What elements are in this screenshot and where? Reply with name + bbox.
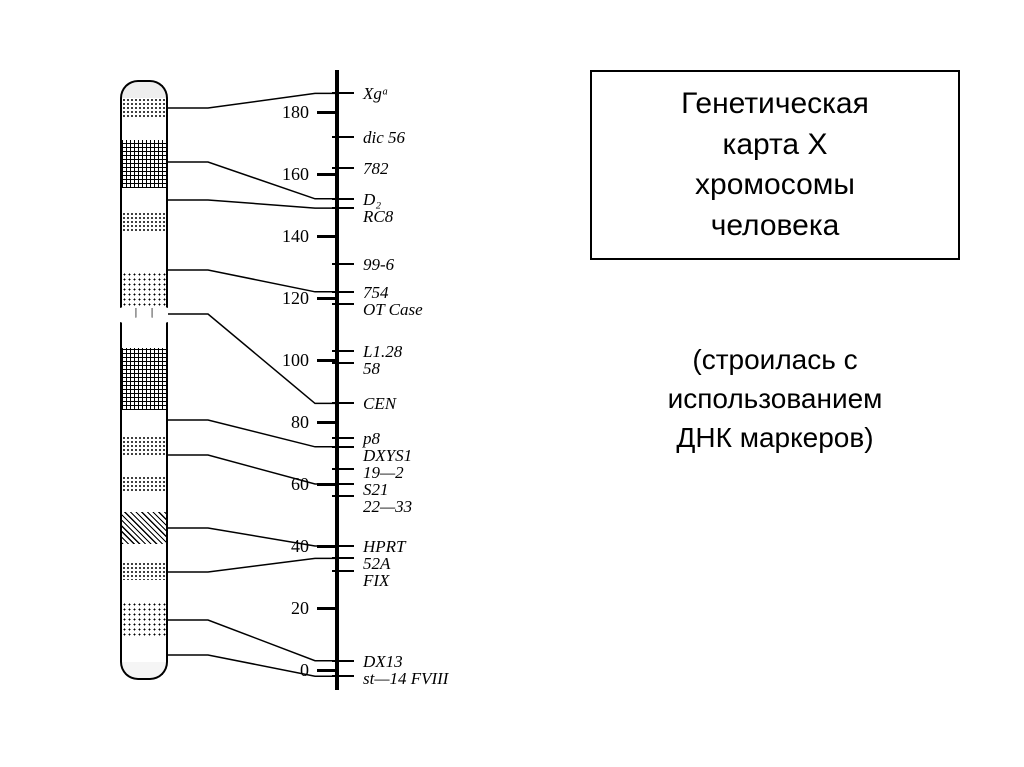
chromosome-map-diagram: 020406080100120140160180Xgᵃdic 56782D₂RC… [90,70,520,710]
axis-major-tick [317,297,335,300]
axis-major-tick [317,111,335,114]
axis-tick-label: 100 [269,350,309,371]
ideogram-band [120,476,168,492]
ideogram-band [120,348,168,410]
subtitle-line: (строилась с [692,344,857,375]
locus-label: Xgᵃ [363,84,389,104]
title-line: человека [711,209,840,242]
locus-tick [332,495,354,497]
locus-tick [332,136,354,138]
subtitle-line: ДНК маркеров) [676,422,873,453]
locus-label: dic 56 [363,128,405,148]
locus-label: CEN [363,394,396,414]
axis-tick-label: 80 [269,412,309,433]
locus-tick [332,291,354,293]
axis-major-tick [317,669,335,672]
locus-label: RC8 [363,207,393,227]
connector-line [168,162,335,199]
locus-tick [332,198,354,200]
locus-label: 22—33 [363,497,412,517]
connector-line [168,558,335,572]
locus-tick [332,207,354,209]
axis-tick-label: 60 [269,474,309,495]
ideogram-band [120,272,168,308]
connector-line [168,270,335,292]
title-box: Генетическая карта Х хромосомы человека [590,70,960,260]
locus-tick [332,446,354,448]
q-telomere [120,662,168,680]
connector-line [168,314,335,403]
ideogram-band [120,410,168,436]
connector-line [168,93,335,108]
subtitle-line: использованием [668,383,883,414]
axis-tick-label: 120 [269,288,309,309]
locus-tick [332,675,354,677]
locus-tick [332,263,354,265]
connector-line [168,200,335,208]
title-text: Генетическая карта Х хромосомы человека [602,84,948,246]
locus-label: 58 [363,359,380,379]
linkage-scale-axis [335,70,339,690]
axis-tick-label: 20 [269,598,309,619]
axis-major-tick [317,421,335,424]
axis-major-tick [317,173,335,176]
ideogram-band [120,118,168,140]
locus-tick [332,303,354,305]
ideogram-band [120,580,168,602]
locus-label: 782 [363,159,389,179]
locus-tick [332,167,354,169]
axis-tick-label: 160 [269,164,309,185]
ideogram-band [120,512,168,544]
locus-tick [332,468,354,470]
axis-major-tick [317,607,335,610]
p-telomere [120,80,168,98]
ideogram-band [120,322,168,348]
ideogram-band [120,188,168,212]
title-line: Генетическая [681,87,869,120]
ideogram-band [120,98,168,118]
title-line: карта Х [723,128,828,161]
ideogram [120,80,168,680]
connector-line [168,528,335,546]
locus-tick [332,92,354,94]
centromere [120,308,168,322]
connector-line [168,455,335,484]
ideogram-band [120,232,168,272]
ideogram-band [120,602,168,638]
locus-tick [332,350,354,352]
axis-tick-label: 180 [269,102,309,123]
ideogram-band [120,212,168,232]
ideogram-band [120,544,168,562]
locus-tick [332,557,354,559]
connector-line [168,420,335,447]
axis-tick-label: 40 [269,536,309,557]
locus-label: 99-6 [363,255,394,275]
title-line: хромосомы [695,168,855,201]
ideogram-band [120,456,168,476]
locus-tick [332,362,354,364]
ideogram-band [120,140,168,188]
ideogram-band [120,562,168,580]
locus-tick [332,660,354,662]
locus-tick [332,545,354,547]
ideogram-band [120,492,168,512]
ideogram-band [120,436,168,456]
locus-label: st—14 FVIII [363,669,448,689]
locus-label: FIX [363,571,389,591]
axis-tick-label: 0 [269,660,309,681]
locus-tick [332,437,354,439]
locus-tick [332,483,354,485]
locus-label: OT Case [363,300,423,320]
axis-major-tick [317,235,335,238]
locus-tick [332,570,354,572]
subtitle-text: (строилась с использованием ДНК маркеров) [590,340,960,458]
axis-tick-label: 140 [269,226,309,247]
locus-tick [332,402,354,404]
ideogram-band [120,638,168,662]
